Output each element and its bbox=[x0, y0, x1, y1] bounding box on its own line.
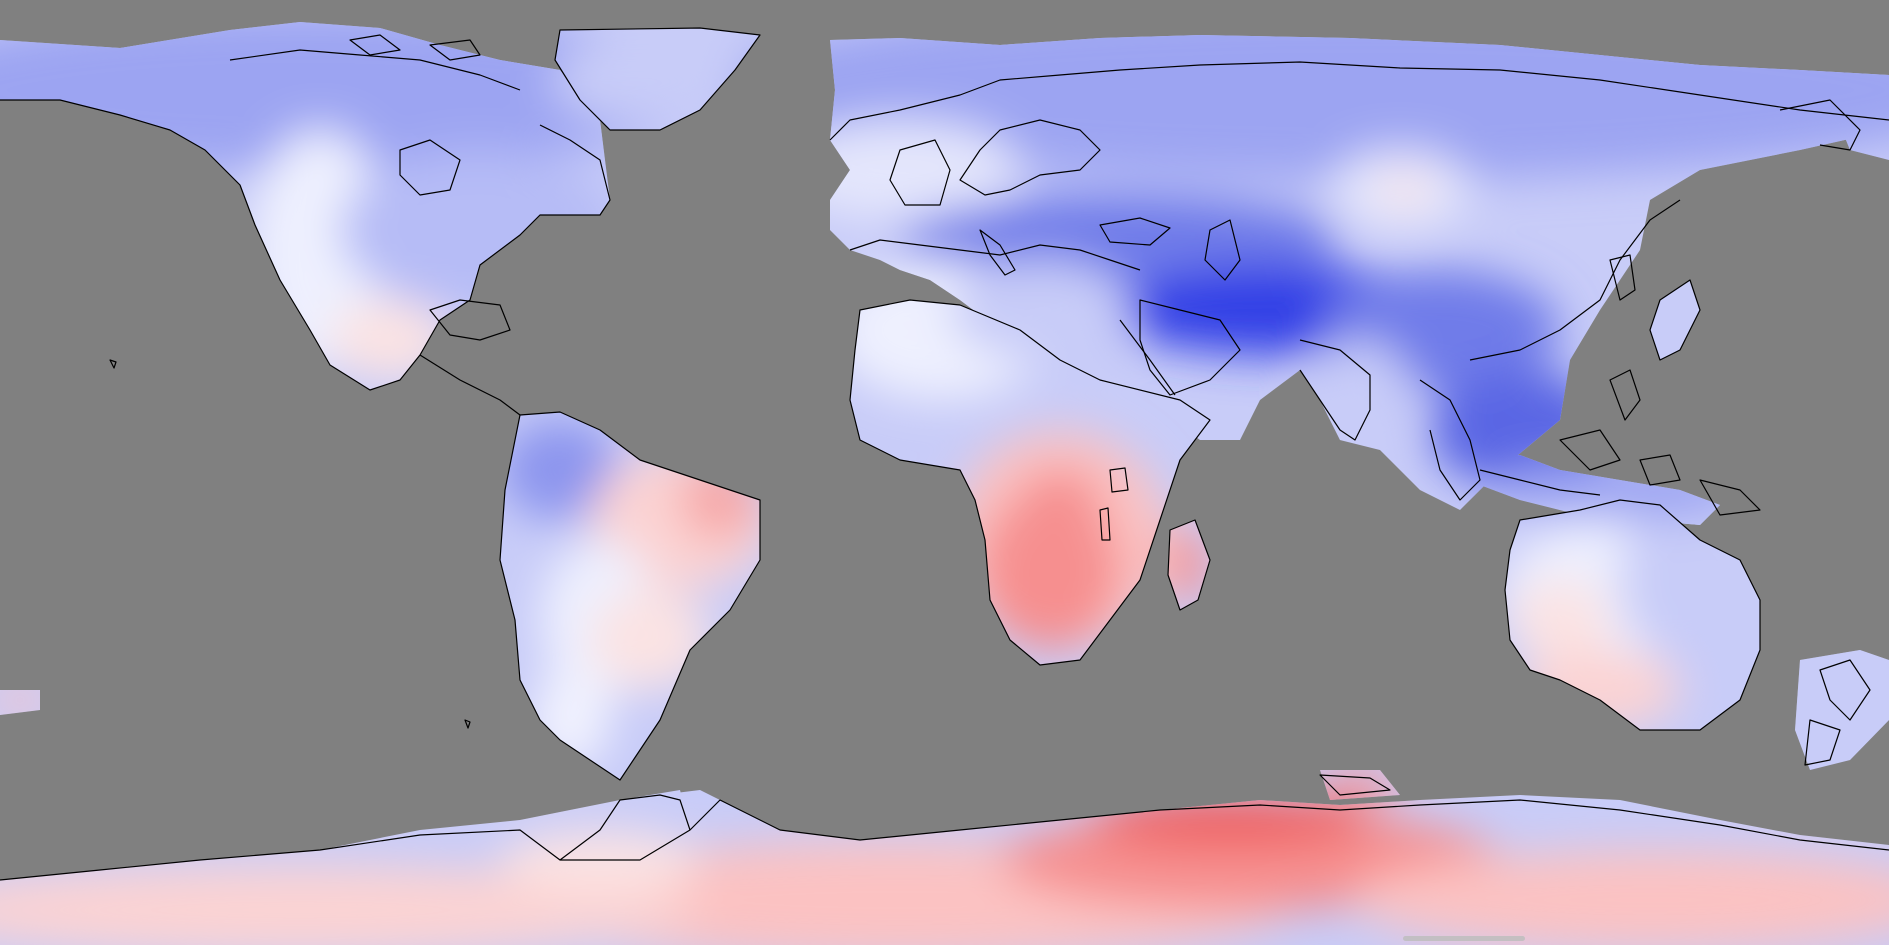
coastlines bbox=[0, 27, 1889, 881]
home-indicator[interactable] bbox=[1403, 936, 1525, 941]
